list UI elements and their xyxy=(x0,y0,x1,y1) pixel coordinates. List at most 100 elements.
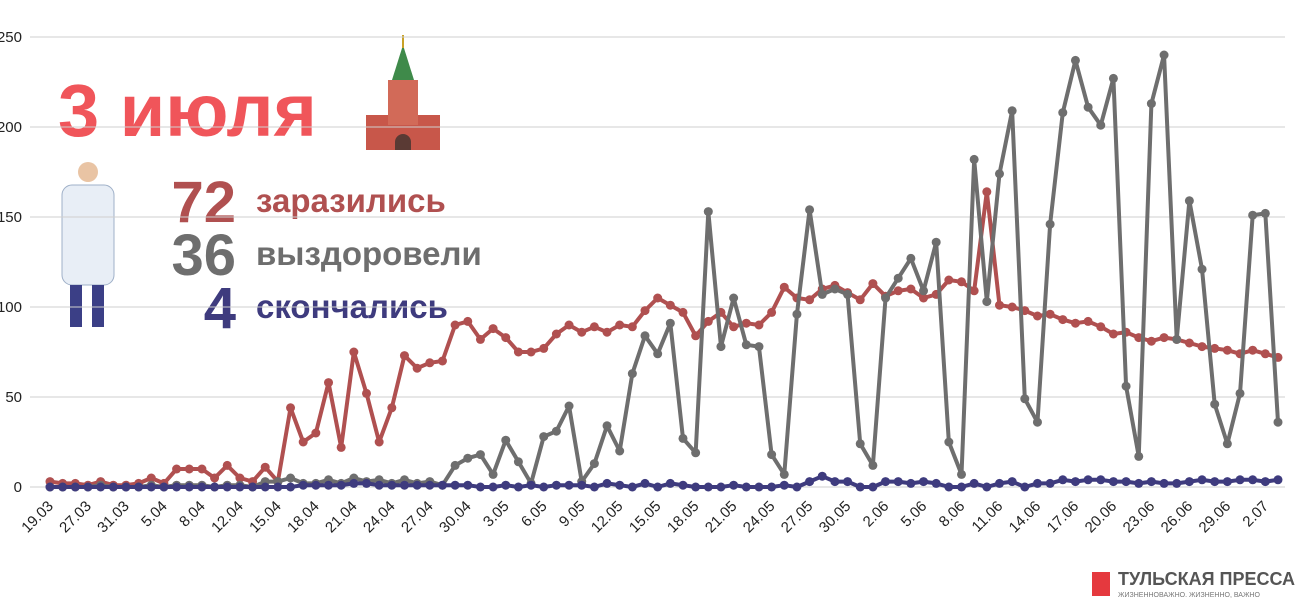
data-point xyxy=(1096,322,1106,332)
data-point xyxy=(1159,333,1169,343)
data-point xyxy=(526,347,536,357)
data-point xyxy=(513,347,523,357)
data-point xyxy=(830,477,840,487)
data-point xyxy=(868,460,878,470)
data-point xyxy=(893,286,903,296)
x-tick-label: 19.03 xyxy=(18,498,57,537)
data-point xyxy=(501,435,511,445)
data-point xyxy=(83,482,93,492)
data-point xyxy=(1121,381,1131,391)
data-point xyxy=(868,279,878,289)
y-tick-label: 100 xyxy=(0,299,22,316)
data-point xyxy=(1045,309,1055,319)
data-point xyxy=(602,327,612,337)
data-point xyxy=(450,320,460,330)
y-tick-label: 0 xyxy=(14,479,22,496)
data-point xyxy=(906,478,916,488)
data-point xyxy=(1146,336,1156,346)
series-line xyxy=(50,474,1279,489)
data-point xyxy=(1235,475,1245,485)
x-tick-label: 12.04 xyxy=(208,498,247,537)
y-tick-label: 150 xyxy=(0,209,22,226)
data-point xyxy=(729,480,739,490)
data-point xyxy=(210,482,220,492)
data-point xyxy=(653,349,663,359)
x-tick-label: 8.04 xyxy=(176,498,209,531)
x-tick-label: 24.04 xyxy=(360,498,399,537)
data-point xyxy=(1045,219,1055,229)
data-point xyxy=(1096,475,1106,485)
data-point xyxy=(1007,106,1017,116)
data-point xyxy=(1184,477,1194,487)
data-point xyxy=(994,169,1004,179)
data-point xyxy=(235,473,245,483)
data-point xyxy=(1222,477,1232,487)
summary-label: заразились xyxy=(256,182,446,219)
data-point xyxy=(627,482,637,492)
x-tick-label: 31.03 xyxy=(94,498,133,537)
data-point xyxy=(463,480,473,490)
data-point xyxy=(589,322,599,332)
x-tick-label: 30.04 xyxy=(436,498,475,537)
data-point xyxy=(1159,478,1169,488)
data-point xyxy=(1273,475,1283,485)
data-point xyxy=(425,358,435,368)
data-point xyxy=(172,482,182,492)
data-point xyxy=(843,289,853,299)
data-point xyxy=(1248,210,1258,220)
data-point xyxy=(982,187,992,197)
summary-number: 72 xyxy=(171,170,236,235)
data-point xyxy=(1045,478,1055,488)
data-point xyxy=(931,478,941,488)
data-point xyxy=(146,473,156,483)
data-point xyxy=(602,478,612,488)
data-point xyxy=(754,482,764,492)
data-point xyxy=(1108,329,1118,339)
data-point xyxy=(589,482,599,492)
data-point xyxy=(1210,343,1220,353)
data-point xyxy=(577,480,587,490)
data-point xyxy=(1096,120,1106,130)
data-point xyxy=(982,482,992,492)
data-point xyxy=(1007,477,1017,487)
data-point xyxy=(944,275,954,285)
data-point xyxy=(425,480,435,490)
data-point xyxy=(919,293,929,303)
data-point xyxy=(1020,482,1030,492)
data-point xyxy=(210,473,220,483)
data-point xyxy=(703,482,713,492)
data-point xyxy=(387,480,397,490)
data-point xyxy=(1058,475,1068,485)
data-point xyxy=(235,482,245,492)
data-point xyxy=(577,327,587,337)
data-point xyxy=(855,482,865,492)
data-point xyxy=(855,439,865,449)
data-point xyxy=(248,482,258,492)
data-point xyxy=(324,480,334,490)
data-point xyxy=(463,453,473,463)
data-point xyxy=(311,480,321,490)
x-tick-label: 29.06 xyxy=(1196,498,1235,537)
data-point xyxy=(830,284,840,294)
x-tick-label: 27.04 xyxy=(398,498,437,537)
data-point xyxy=(475,450,485,460)
data-point xyxy=(969,286,979,296)
data-point xyxy=(994,478,1004,488)
data-point xyxy=(615,480,625,490)
data-point xyxy=(1273,417,1283,427)
data-point xyxy=(855,295,865,305)
data-point xyxy=(1248,475,1258,485)
data-point xyxy=(387,403,397,413)
data-point xyxy=(843,477,853,487)
data-point xyxy=(197,464,207,474)
x-tick-label: 23.06 xyxy=(1120,498,1159,537)
brand-logo xyxy=(1092,572,1110,596)
data-point xyxy=(539,482,549,492)
summary-number: 4 xyxy=(204,276,236,341)
data-point xyxy=(665,300,675,310)
data-point xyxy=(298,480,308,490)
data-point xyxy=(526,480,536,490)
summary-label: выздоровели xyxy=(256,235,482,272)
data-point xyxy=(602,421,612,431)
